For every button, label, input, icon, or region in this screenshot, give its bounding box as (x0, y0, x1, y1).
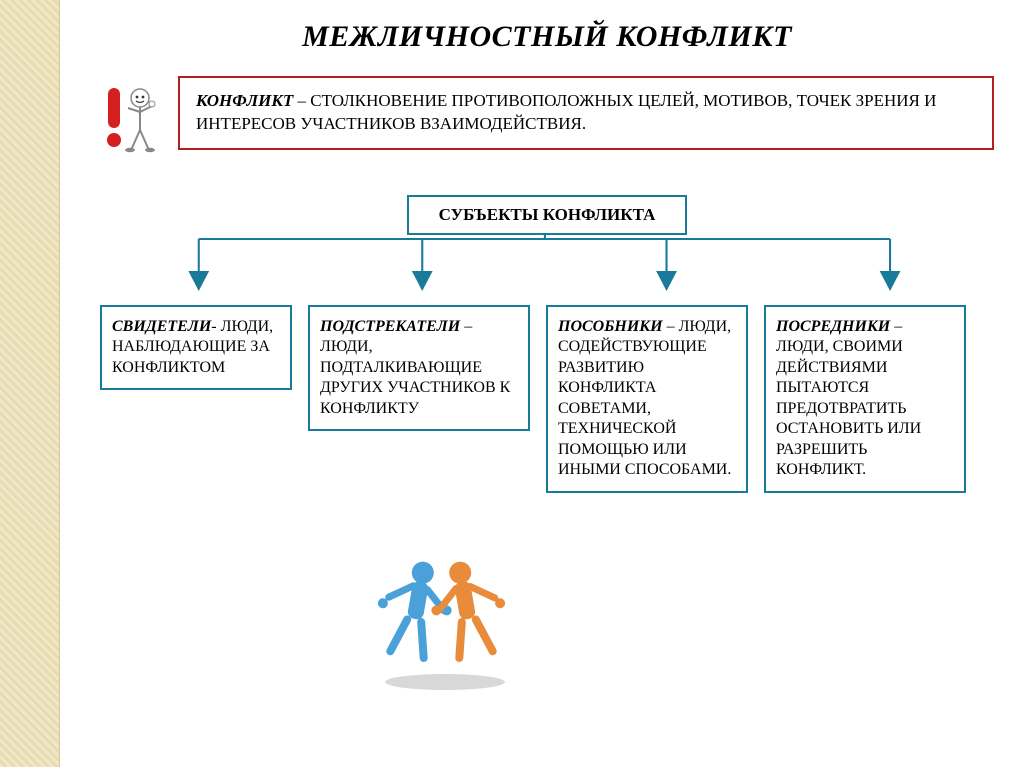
subject-box-accomplices: ПОСОБНИКИ – ЛЮДИ, СОДЕЙСТВУЮЩИЕ РАЗВИТИЮ… (546, 305, 748, 493)
definition-box: КОНФЛИКТ – СТОЛКНОВЕНИЕ ПРОТИВОПОЛОЖНЫХ … (178, 76, 994, 150)
box-sep: – (663, 318, 679, 335)
subject-boxes-row: СВИДЕТЕЛИ- ЛЮДИ, НАБЛЮДАЮЩИЕ ЗА КОНФЛИКТ… (100, 305, 994, 493)
box-sep: – (890, 318, 902, 335)
box-term: ПОСРЕДНИКИ (776, 318, 890, 335)
decorative-sidebar (0, 0, 60, 767)
box-text: ЛЮДИ, СВОИМИ ДЕЙСТВИЯМИ ПЫТАЮТСЯ ПРЕДОТВ… (776, 338, 921, 478)
page-title: МЕЖЛИЧНОСТНЫЙ КОНФЛИКТ (100, 20, 994, 54)
subjects-label-box: СУБЪЕКТЫ КОНФЛИКТА (407, 195, 687, 235)
box-term: СВИДЕТЕЛИ (112, 318, 211, 335)
box-text: ЛЮДИ, СОДЕЙСТВУЮЩИЕ РАЗВИТИЮ КОНФЛИКТА С… (558, 318, 731, 478)
box-sep: - (211, 318, 220, 335)
subject-box-witnesses: СВИДЕТЕЛИ- ЛЮДИ, НАБЛЮДАЮЩИЕ ЗА КОНФЛИКТ… (100, 305, 292, 390)
exclamation-figure-icon (100, 76, 160, 165)
box-term: ПОДСТРЕКАТЕЛИ (320, 318, 460, 335)
connector-arrows (100, 235, 994, 291)
subject-box-mediators: ПОСРЕДНИКИ – ЛЮДИ, СВОИМИ ДЕЙСТВИЯМИ ПЫТ… (764, 305, 966, 493)
conflict-figures-icon (360, 542, 530, 697)
definition-text: – СТОЛКНОВЕНИЕ ПРОТИВОПОЛОЖНЫХ ЦЕЛЕЙ, МО… (196, 91, 936, 133)
subjects-section: СУБЪЕКТЫ КОНФЛИКТА (100, 195, 994, 291)
definition-row: КОНФЛИКТ – СТОЛКНОВЕНИЕ ПРОТИВОПОЛОЖНЫХ … (100, 76, 994, 165)
subject-box-instigators: ПОДСТРЕКАТЕЛИ – ЛЮДИ, ПОДТАЛКИВАЮЩИЕ ДРУ… (308, 305, 530, 431)
box-sep: – (460, 318, 472, 335)
slide-content: МЕЖЛИЧНОСТНЫЙ КОНФЛИКТ КОНФЛИКТ – С (60, 0, 1024, 767)
definition-term: КОНФЛИКТ (196, 91, 293, 110)
box-text: ЛЮДИ, ПОДТАЛКИВАЮЩИЕ ДРУГИХ УЧАСТНИКОВ К… (320, 338, 510, 416)
box-term: ПОСОБНИКИ (558, 318, 663, 335)
